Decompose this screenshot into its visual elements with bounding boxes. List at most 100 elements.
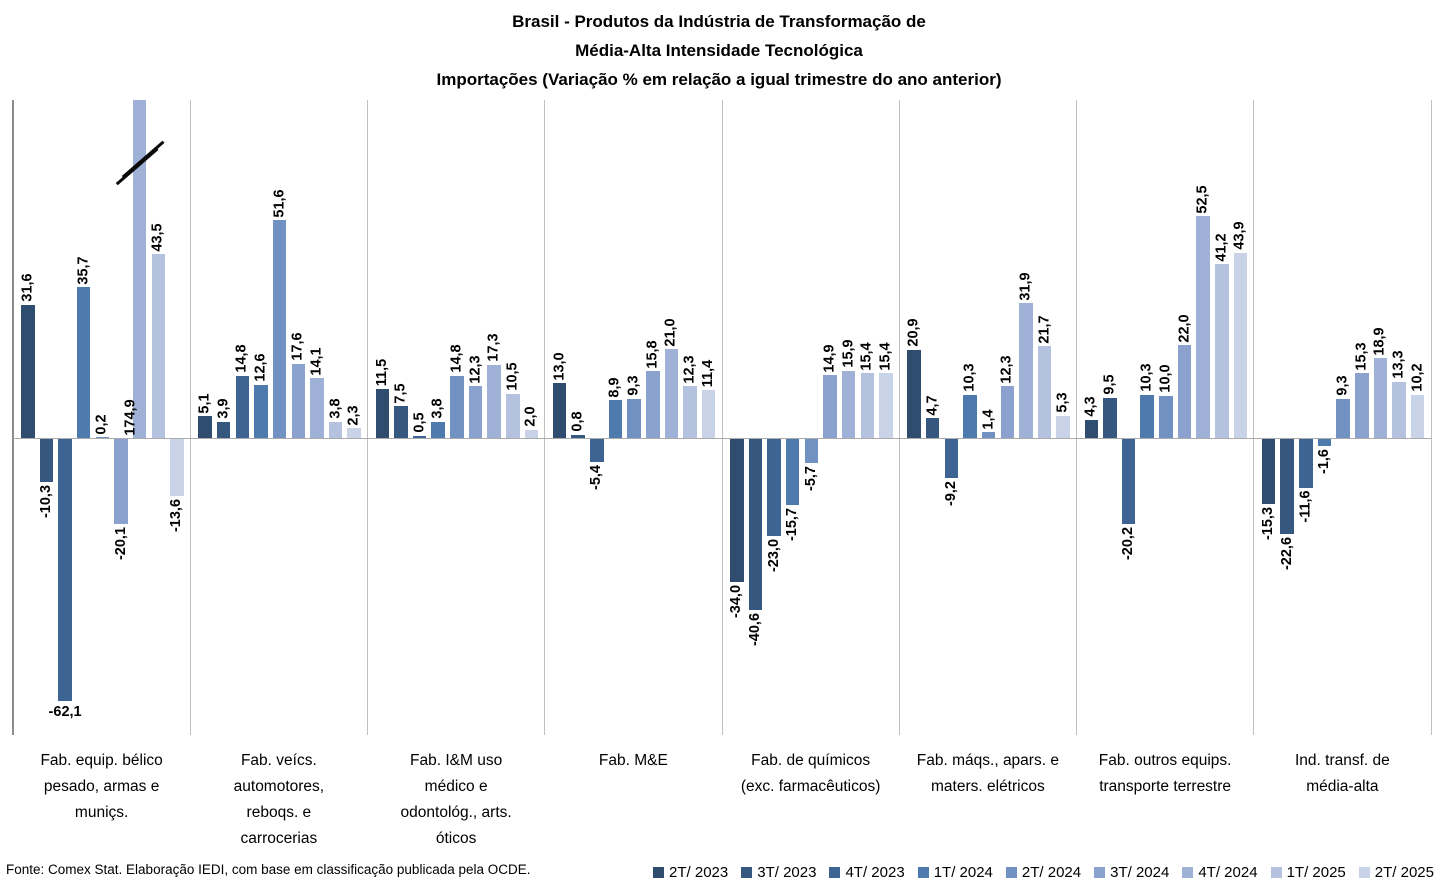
bar: [394, 406, 408, 438]
bar: [748, 439, 763, 611]
zero-line: [13, 438, 1431, 439]
bar: [925, 418, 940, 438]
bar: [1410, 394, 1425, 438]
bar: [1233, 252, 1248, 438]
bar: [487, 364, 501, 438]
category-label-line: Ind. transf. de: [1294, 752, 1390, 769]
bar-label: 4,3: [1082, 396, 1099, 417]
legend-marker-icon: [741, 867, 753, 878]
category-label-line: Fab. equip. bélico: [40, 752, 163, 769]
bar-label: 31,6: [19, 273, 36, 302]
bar-label: 5,3: [1054, 392, 1071, 413]
bar: [1019, 303, 1033, 438]
bar-label: -9,2: [942, 480, 959, 506]
category-label-line: (exc. farmacêuticos): [740, 778, 881, 795]
category-label-line: Fab. I&M uso: [410, 752, 503, 769]
bar: [468, 386, 483, 438]
bar-label: 9,3: [1334, 375, 1351, 396]
bar: [1084, 419, 1098, 438]
bar-label: 10,2: [1409, 363, 1426, 393]
legend-marker-icon: [1270, 867, 1282, 878]
bar: [170, 439, 184, 497]
bar-label: 12,3: [681, 354, 698, 384]
bar: [767, 439, 781, 537]
bar: [1177, 345, 1192, 438]
bar-label: 22,0: [1176, 314, 1193, 343]
bar-label: 10,3: [961, 363, 978, 392]
category-label: Fab. veícs. automotores, reboqs. e carrocer…: [190, 748, 367, 852]
chart-title: Brasil - Produtos da Indústria de Transf…: [0, 7, 1438, 94]
bar-label: -15,7: [784, 508, 801, 542]
legend-label: 1T/ 2025: [1286, 864, 1346, 881]
bar-label: 11,4: [700, 359, 717, 388]
bar: [571, 434, 585, 438]
bar-label: 9,5: [1101, 374, 1118, 395]
category-label-line: pesado, armas e: [43, 778, 160, 795]
bar: [804, 439, 819, 464]
bar: [39, 439, 54, 483]
bar-label: 15,4: [877, 341, 894, 371]
bar-label: -62,1: [48, 704, 82, 721]
bar: [506, 393, 520, 438]
chart-title-line-3: Importações (Variação % em relação a igu…: [436, 70, 1002, 89]
legend-marker-icon: [1358, 867, 1370, 878]
bar: [1215, 264, 1229, 438]
category-label: Fab. de químicos (exc. farmacêuticos): [722, 748, 899, 800]
legend-marker-icon: [829, 867, 841, 878]
bar-label: -10,3: [37, 485, 54, 519]
bottom-row: Fonte: Comex Stat. Elaboração IEDI, com …: [0, 854, 1438, 890]
bar-label: 3,8: [327, 398, 344, 420]
bar-label: -34,0: [728, 585, 745, 619]
legend-label: 3T/ 2023: [757, 864, 817, 881]
legend-label: 2T/ 2023: [669, 864, 729, 881]
legend-label: 3T/ 2024: [1110, 864, 1170, 881]
bar-label: 21,0: [663, 318, 680, 347]
legend-marker-icon: [1005, 867, 1017, 878]
bar: [1261, 439, 1276, 504]
bar: [907, 349, 921, 438]
value-axis-line: [12, 100, 14, 735]
bar-label: 52,5: [1194, 185, 1211, 214]
bar: [1056, 415, 1070, 438]
category-label-line: média-alta: [1306, 778, 1379, 795]
bar-label: 51,6: [271, 189, 288, 218]
source-note: Fonte: Comex Stat. Elaboração IEDI, com …: [6, 862, 531, 877]
bar: [524, 429, 539, 438]
category-label-line: médico e: [424, 778, 488, 795]
bar: [1392, 381, 1406, 438]
category-label-line: Fab. outros equips.: [1098, 752, 1232, 769]
bar-label: 3,9: [215, 398, 232, 419]
bar-label: 0,2: [93, 414, 110, 435]
bar: [879, 373, 893, 438]
bar-label: -11,6: [1297, 490, 1314, 524]
bar-label: 43,9: [1232, 221, 1249, 250]
bar-label: 41,2: [1213, 233, 1230, 262]
bar-label: -23,0: [765, 539, 782, 573]
legend-item: 4T/ 2023: [829, 864, 905, 881]
category-label-line: Fab. M&E: [598, 752, 668, 769]
bar-label: 14,8: [448, 344, 465, 373]
bar-label: 174,9: [122, 398, 139, 436]
bar-label: 21,7: [1036, 315, 1053, 344]
category-label-line: Fab. de químicos: [751, 752, 871, 769]
bar: [375, 389, 389, 438]
category-label: Fab. M&E: [545, 748, 722, 774]
bar-label: 7,5: [392, 383, 409, 404]
bar: [58, 439, 72, 702]
bar-label: 10,5: [504, 362, 521, 391]
bar-label: 13,0: [551, 352, 568, 381]
bar: [1317, 439, 1332, 446]
bar-label: 31,9: [1017, 272, 1034, 301]
bar: [823, 375, 837, 438]
group-separator: [1253, 100, 1255, 735]
bar: [328, 421, 343, 438]
category-label-line: muniçs.: [74, 804, 129, 821]
bar: [114, 439, 128, 524]
category-label: Fab. equip. bélico pesado, armas e muniçs.: [13, 748, 190, 826]
bar-label: 20,9: [905, 318, 922, 347]
bar: [981, 432, 996, 438]
bar: [1103, 397, 1117, 438]
bar: [21, 304, 35, 438]
legend-marker-icon: [917, 867, 929, 878]
category-label: Fab. outros equips. transporte terrestre: [1077, 748, 1254, 800]
